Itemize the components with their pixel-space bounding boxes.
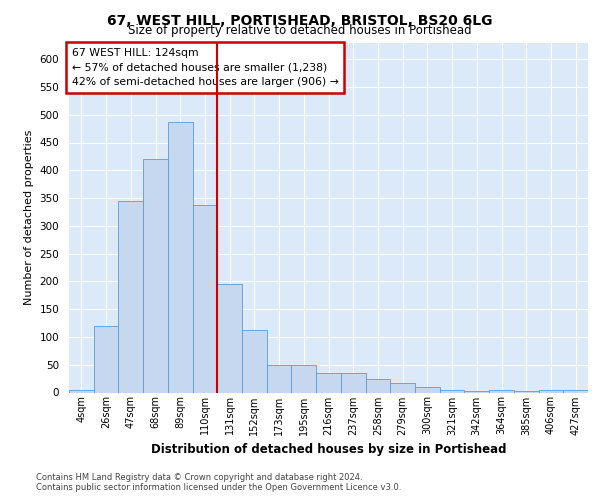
Bar (292, 364, 316, 392)
Bar (69, 390, 94, 392)
Bar (267, 364, 292, 392)
Bar (242, 330, 267, 392)
Bar (341, 373, 365, 392)
Text: Size of property relative to detached houses in Portishead: Size of property relative to detached ho… (128, 24, 472, 37)
Bar (143, 159, 168, 392)
Bar (118, 201, 143, 392)
Text: Contains HM Land Registry data © Crown copyright and database right 2024.: Contains HM Land Registry data © Crown c… (36, 472, 362, 482)
Bar (415, 387, 440, 392)
Bar (94, 326, 118, 392)
Y-axis label: Number of detached properties: Number of detached properties (24, 130, 34, 305)
Bar (390, 382, 415, 392)
Bar (489, 390, 514, 392)
Bar (365, 378, 390, 392)
X-axis label: Distribution of detached houses by size in Portishead: Distribution of detached houses by size … (151, 443, 506, 456)
Text: Contains public sector information licensed under the Open Government Licence v3: Contains public sector information licen… (36, 484, 401, 492)
Bar (563, 390, 588, 392)
Bar (539, 390, 563, 392)
Text: 67 WEST HILL: 124sqm
← 57% of detached houses are smaller (1,238)
42% of semi-de: 67 WEST HILL: 124sqm ← 57% of detached h… (71, 48, 338, 88)
Text: 67, WEST HILL, PORTISHEAD, BRISTOL, BS20 6LG: 67, WEST HILL, PORTISHEAD, BRISTOL, BS20… (107, 14, 493, 28)
Bar (464, 391, 489, 392)
Bar (193, 206, 217, 392)
Bar (168, 122, 193, 392)
Bar (316, 373, 341, 392)
Bar (440, 390, 464, 392)
Bar (217, 284, 242, 393)
